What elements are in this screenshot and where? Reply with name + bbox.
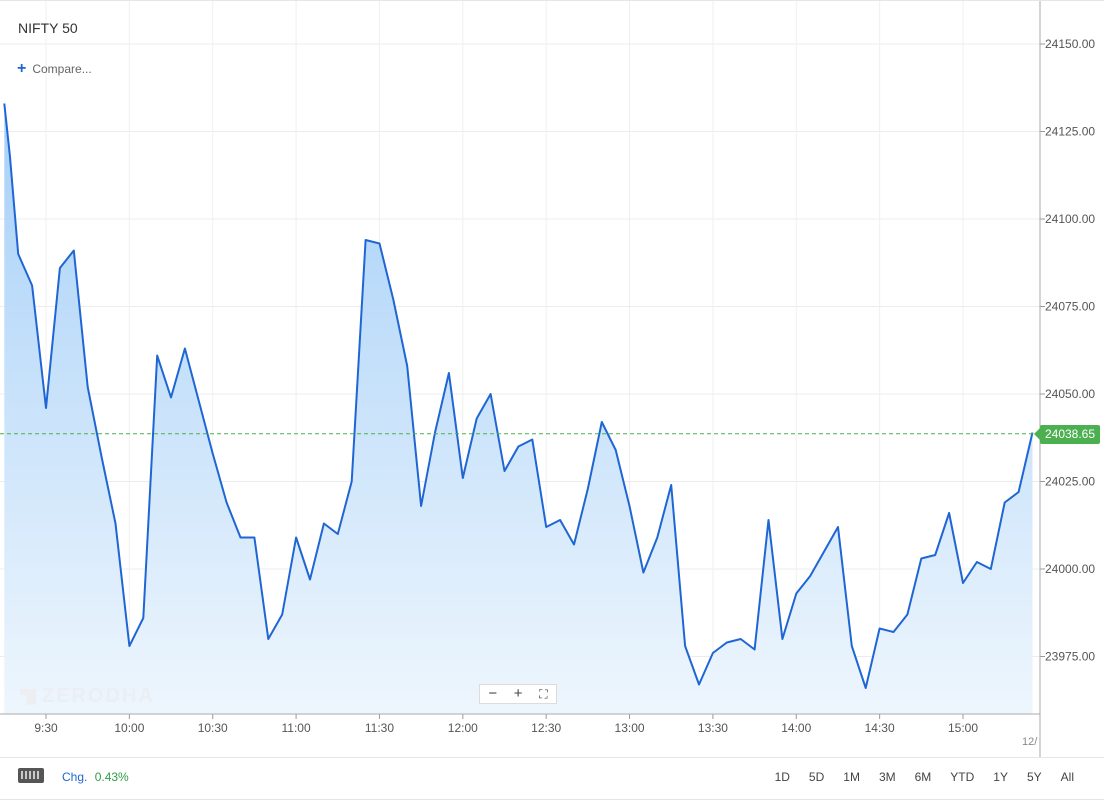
y-tick-label: 24100.00 bbox=[1045, 212, 1095, 226]
y-tick-label: 24150.00 bbox=[1045, 37, 1095, 51]
range-button-all[interactable]: All bbox=[1060, 770, 1074, 784]
x-tick-label: 13:30 bbox=[698, 721, 728, 735]
x-tick-label: 14:30 bbox=[865, 721, 895, 735]
range-button-3m[interactable]: 3M bbox=[878, 770, 896, 784]
y-tick-label: 24025.00 bbox=[1045, 475, 1095, 489]
y-tick-label: 24125.00 bbox=[1045, 125, 1095, 139]
watermark-text: ZERODHA bbox=[42, 685, 155, 707]
range-button-1y[interactable]: 1Y bbox=[993, 770, 1008, 784]
range-button-5y[interactable]: 5Y bbox=[1026, 770, 1042, 784]
bottom-toolbar: Chg. 0.43% 1D 5D 1M 3M 6M YTD 1Y 5Y All bbox=[0, 757, 1104, 800]
zoom-toolbar: − + ⛶ bbox=[479, 684, 557, 704]
change-readout: Chg. 0.43% bbox=[62, 770, 129, 784]
zerodha-logo-icon bbox=[20, 688, 36, 705]
zerodha-watermark: ZERODHA bbox=[20, 685, 155, 708]
range-button-1d[interactable]: 1D bbox=[774, 770, 790, 784]
zoom-out-button[interactable]: − bbox=[488, 685, 498, 702]
price-chart[interactable]: 24150.00 24125.00 24100.00 24075.00 24050.00… bbox=[0, 1, 1104, 757]
x-tick-label: 12:30 bbox=[531, 721, 561, 735]
plus-icon: + bbox=[17, 60, 27, 77]
x-tick-label: 10:30 bbox=[198, 721, 228, 735]
x-tick-label: 9:30 bbox=[34, 721, 58, 735]
x-tick-label: 14:00 bbox=[781, 721, 811, 735]
change-label: Chg. bbox=[62, 770, 88, 784]
compare-button[interactable]: + Compare... bbox=[17, 60, 92, 77]
change-value: 0.43% bbox=[94, 770, 129, 784]
range-button-1m[interactable]: 1M bbox=[843, 770, 860, 784]
range-button-5d[interactable]: 5D bbox=[808, 770, 825, 784]
x-tick-label: 15:00 bbox=[948, 721, 978, 735]
symbol-title: NIFTY 50 bbox=[18, 20, 78, 36]
x-tick-label: 11:30 bbox=[365, 721, 394, 735]
date-stub-label: 12/ bbox=[1022, 736, 1038, 748]
zoom-in-button[interactable]: + bbox=[513, 685, 523, 702]
x-tick-label: 10:00 bbox=[114, 721, 144, 735]
y-tick-label: 24075.00 bbox=[1045, 300, 1095, 314]
range-button-6m[interactable]: 6M bbox=[914, 770, 932, 784]
range-selector: 1D 5D 1M 3M 6M YTD 1Y 5Y All bbox=[775, 770, 1074, 784]
fit-screen-button[interactable]: ⛶ bbox=[539, 687, 548, 701]
last-price-tag: 24038.65 bbox=[1034, 425, 1100, 444]
y-tick-label: 23975.00 bbox=[1045, 650, 1095, 664]
price-line bbox=[3, 103, 1034, 689]
keyboard-icon[interactable] bbox=[18, 768, 44, 783]
x-tick-label: 12:00 bbox=[448, 721, 478, 735]
compare-label: Compare... bbox=[32, 62, 92, 76]
price-area-fill bbox=[4, 103, 1033, 714]
x-tick-label: 11:00 bbox=[282, 721, 311, 735]
y-tick-label: 24000.00 bbox=[1045, 562, 1095, 576]
x-tick-label: 13:00 bbox=[615, 721, 645, 735]
range-button-ytd[interactable]: YTD bbox=[950, 770, 975, 784]
y-tick-label: 24050.00 bbox=[1045, 387, 1095, 401]
